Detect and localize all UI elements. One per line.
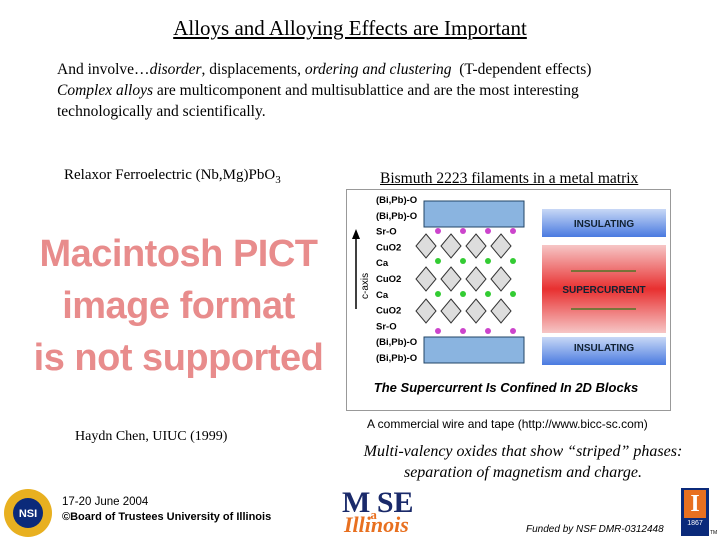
text: disorder <box>149 61 202 78</box>
text: S <box>376 486 394 519</box>
atoms <box>435 228 516 334</box>
layer-label: (Bi,Pb)-O <box>376 211 417 222</box>
layer-label: Sr-O <box>376 321 397 332</box>
text: is not supported <box>33 337 324 379</box>
layer-label: (Bi,Pb)-O <box>376 195 417 206</box>
uiuc-logo: I 1867 <box>681 488 709 536</box>
text: I <box>684 490 706 518</box>
crystal <box>415 200 525 364</box>
text: , displacements, <box>201 61 305 78</box>
right-caption: Bismuth 2223 filaments in a metal matrix <box>380 170 639 187</box>
layer-labels: (Bi,Pb)-O (Bi,Pb)-O Sr-O CuO2 Ca CuO2 Ca CuO2 Sr… <box>376 195 417 364</box>
text: Macintosh PICT <box>39 233 318 275</box>
bi-block <box>423 336 525 364</box>
layer-label: Ca <box>376 290 389 301</box>
text: Complex alloys <box>57 82 153 99</box>
layer-label: CuO2 <box>376 306 401 317</box>
tm: TM <box>710 530 718 536</box>
mse-logo: MaSE <box>342 486 414 523</box>
text: Relaxor Ferroelectric (Nb,Mg)PbO <box>64 167 276 183</box>
text: 1867 <box>687 520 703 527</box>
bi-block <box>423 200 525 228</box>
copyright: ©Board of Trustees University of Illinoi… <box>62 511 272 523</box>
intro-line: technologically and scientifically. <box>57 103 266 120</box>
source: A commercial wire and tape (http://www.b… <box>367 417 648 431</box>
left-caption: Relaxor Ferroelectric (Nb,Mg)PbO3 <box>64 167 281 186</box>
text: are multicomponent and multisublattice a… <box>153 82 579 99</box>
band <box>542 337 666 365</box>
axis-label: c-axis <box>360 273 371 299</box>
diagram-footer: The Supercurrent Is Confined In 2D Block… <box>374 380 638 395</box>
illinois-script: Illinois <box>344 512 409 537</box>
band <box>542 209 666 237</box>
layer-label: CuO2 <box>376 242 401 253</box>
bscco-diagram: (Bi,Pb)-O (Bi,Pb)-O Sr-O CuO2 Ca CuO2 Ca CuO2 Sr… <box>346 189 671 411</box>
text: E <box>393 486 414 519</box>
polyhedra <box>415 233 512 324</box>
atoms <box>435 258 516 297</box>
band-label: INSULATING <box>574 219 635 230</box>
date: 17-20 June 2004 <box>62 496 149 508</box>
band <box>542 245 666 333</box>
intro-line: Complex alloys are multicomponent and mu… <box>57 82 579 100</box>
text: image format <box>62 285 295 327</box>
text: M <box>342 486 371 519</box>
band-label: SUPERCURRENT <box>562 285 645 296</box>
funding: Funded by NSF DMR-0312448 <box>526 524 664 535</box>
intro-line: And involve…disorder, displacements, ord… <box>57 61 591 79</box>
pict-placeholder: Macintosh PICT image format is not suppo… <box>26 228 331 384</box>
text: separation of magnetism and charge. <box>403 464 643 481</box>
credit: Haydn Chen, UIUC (1999) <box>75 429 228 444</box>
subscript: 3 <box>275 174 281 186</box>
layer-label: Sr-O <box>376 227 397 238</box>
text: a <box>370 507 377 522</box>
note: Multi-valency oxides that show “striped”… <box>340 441 706 483</box>
text: Multi-valency oxides that show “striped”… <box>363 443 683 460</box>
band-label: INSULATING <box>574 343 635 354</box>
layer-label: Ca <box>376 258 389 269</box>
arrowhead <box>352 229 360 239</box>
layer-label: (Bi,Pb)-O <box>376 353 417 364</box>
logo-core <box>13 498 43 528</box>
text: (T-dependent effects) <box>451 61 592 78</box>
layer-label: (Bi,Pb)-O <box>376 337 417 348</box>
text: And involve… <box>57 61 150 78</box>
slide-title: Alloys and Alloying Effects are Importan… <box>173 16 527 40</box>
text: ordering and clustering <box>304 61 452 78</box>
layer-label: CuO2 <box>376 274 401 285</box>
nsi-logo: NSI <box>4 489 52 537</box>
logo-text: NSI <box>19 508 37 520</box>
